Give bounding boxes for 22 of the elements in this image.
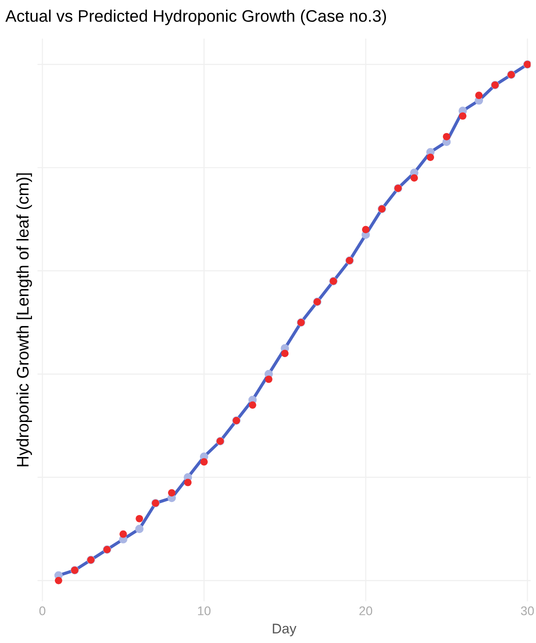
point: [281, 350, 289, 358]
point: [120, 530, 127, 538]
chart-title: Actual vs Predicted Hydroponic Growth (Case no.3): [5, 10, 386, 26]
point: [442, 132, 450, 140]
point: [200, 458, 208, 466]
point: [184, 478, 192, 486]
point: [459, 112, 466, 120]
x-tick-label: 0: [39, 606, 46, 616]
point: [426, 154, 434, 161]
y-axis-title: Hydroponic Growth [Length of leaf (cm)]: [16, 173, 32, 466]
point: [136, 514, 144, 522]
point: [265, 376, 272, 383]
x-axis-title: Day: [272, 624, 296, 636]
point: [362, 226, 370, 234]
x-tick-label: 20: [359, 606, 372, 616]
x-tick-label: 30: [520, 606, 534, 616]
point: [54, 576, 62, 584]
point: [410, 174, 418, 182]
x-tick-label: 10: [198, 606, 211, 616]
point: [475, 92, 483, 100]
point: [168, 489, 176, 496]
point: [248, 401, 256, 409]
